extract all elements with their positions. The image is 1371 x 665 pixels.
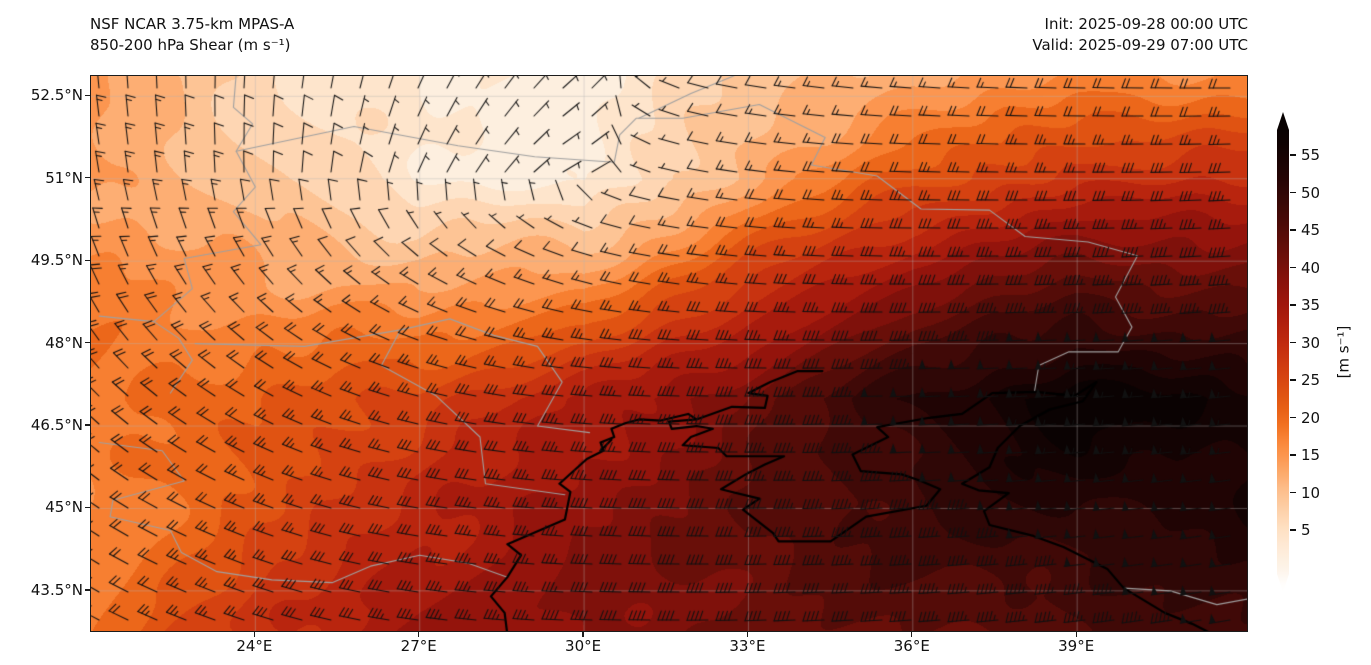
- y-tick-label: 52.5°N: [30, 86, 83, 105]
- colorbar-tick-label: 35: [1301, 296, 1321, 314]
- y-tick-mark: [85, 94, 90, 97]
- init-time: Init: 2025-09-28 00:00 UTC: [1044, 15, 1248, 33]
- x-tick-label: 39°E: [1058, 637, 1095, 655]
- x-tick-label: 33°E: [729, 637, 766, 655]
- colorbar-tick-label: 30: [1301, 333, 1321, 352]
- colorbar-tick-mark: [1290, 304, 1296, 306]
- y-tick-label: 46.5°N: [30, 416, 83, 435]
- colorbar-tick-label: 5: [1301, 521, 1311, 539]
- x-tick-mark: [582, 632, 584, 637]
- x-tick-mark: [418, 632, 420, 637]
- y-tick-mark: [85, 424, 90, 426]
- y-tick-mark: [85, 506, 90, 509]
- y-tick-label: 45°N: [45, 498, 83, 517]
- colorbar-tick-mark: [1290, 341, 1296, 344]
- x-tick-label: 36°E: [893, 637, 930, 655]
- colorbar-tick-mark: [1290, 529, 1296, 531]
- y-tick-mark: [85, 177, 90, 179]
- x-tick-label: 27°E: [400, 637, 437, 655]
- colorbar-gradient: [1277, 112, 1289, 592]
- y-tick-label: 43.5°N: [30, 580, 83, 599]
- y-tick-mark: [85, 259, 90, 261]
- y-tick-label: 49.5°N: [30, 251, 83, 270]
- colorbar-tick-mark: [1290, 229, 1296, 231]
- model-title: NSF NCAR 3.75-km MPAS-A: [90, 15, 295, 33]
- y-tick-label: 48°N: [45, 333, 83, 352]
- y-tick-mark: [85, 589, 90, 591]
- colorbar: 5 10 15 20 25 30 35 40 45 50 55 [m s⁻¹]: [1277, 112, 1369, 592]
- colorbar-unit-label: [m s⁻¹]: [1334, 325, 1353, 379]
- x-tick-mark: [911, 632, 913, 637]
- field-title: 850-200 hPa Shear (m s⁻¹): [90, 36, 291, 54]
- colorbar-tick-label: 25: [1301, 371, 1321, 389]
- x-tick-label: 24°E: [236, 637, 273, 655]
- colorbar-tick-mark: [1290, 154, 1296, 156]
- map-plot-area: [90, 75, 1248, 632]
- colorbar-tick-mark: [1290, 454, 1296, 456]
- colorbar-tick-label: 15: [1301, 446, 1321, 464]
- colorbar-tick-label: 20: [1301, 408, 1321, 427]
- x-tick-mark: [746, 632, 749, 637]
- colorbar-tick-label: 45: [1301, 221, 1321, 239]
- x-tick-mark: [253, 632, 256, 637]
- colorbar-tick-mark: [1290, 416, 1296, 419]
- colorbar-tick-label: 55: [1301, 146, 1321, 164]
- colorbar-tick-mark: [1290, 491, 1296, 494]
- colorbar-tick-mark: [1290, 191, 1296, 194]
- y-tick-label: 51°N: [45, 168, 83, 187]
- colorbar-tick-mark: [1290, 266, 1296, 269]
- valid-time: Valid: 2025-09-29 07:00 UTC: [1032, 36, 1248, 54]
- x-tick-label: 30°E: [565, 637, 602, 655]
- colorbar-tick-label: 50: [1301, 183, 1321, 202]
- colorbar-tick-mark: [1290, 379, 1296, 381]
- shear-map-canvas: [91, 76, 1247, 631]
- colorbar-tick-label: 10: [1301, 483, 1321, 502]
- colorbar-tick-label: 40: [1301, 258, 1321, 277]
- x-tick-mark: [1075, 632, 1077, 637]
- y-tick-mark: [85, 342, 90, 344]
